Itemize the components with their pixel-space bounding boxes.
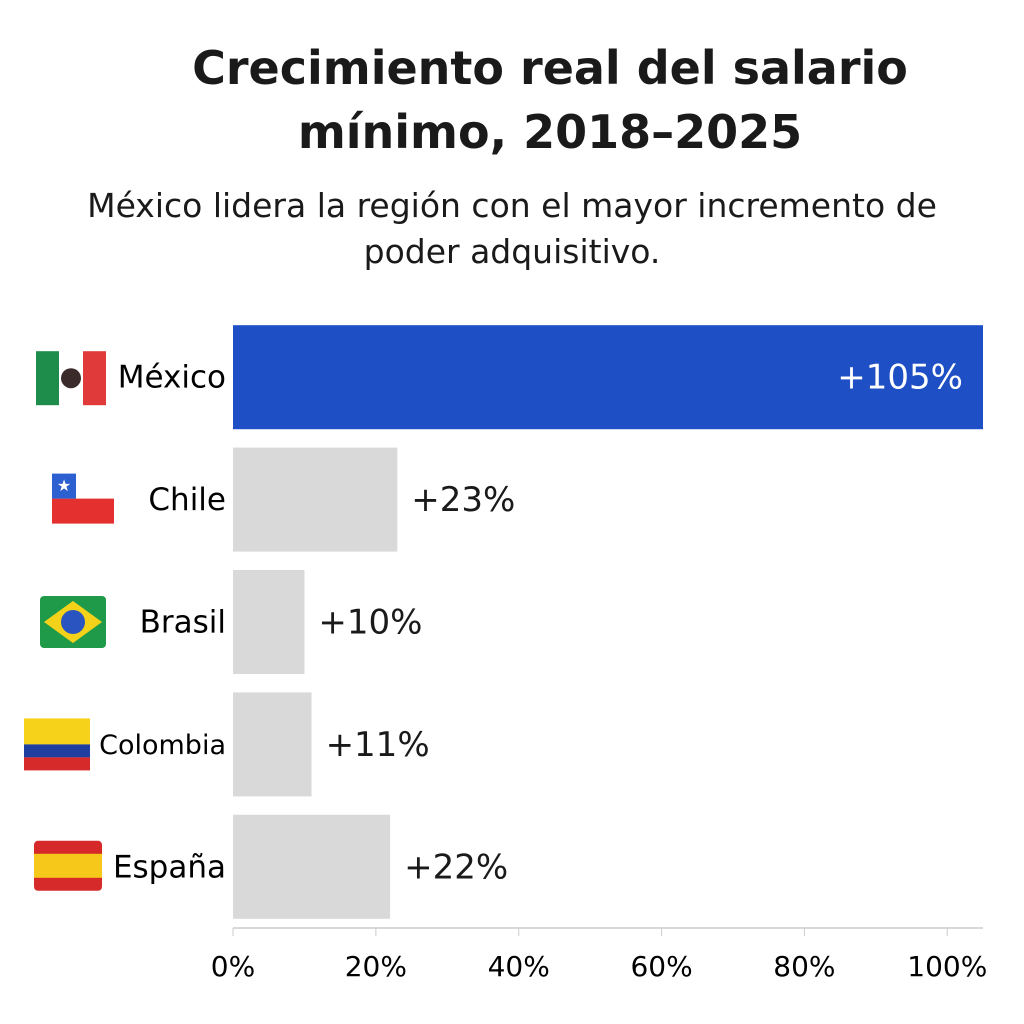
flag: ★ bbox=[52, 473, 114, 524]
flag-part bbox=[52, 498, 114, 524]
flag bbox=[40, 596, 106, 648]
chart-subtitle: México lidera la región con el mayor inc… bbox=[87, 186, 937, 271]
x-tick-label: 80% bbox=[773, 950, 835, 983]
y-tick-label: España bbox=[113, 849, 226, 885]
bar bbox=[233, 692, 312, 797]
chart-title: Crecimiento real del salario mínimo, 201… bbox=[192, 41, 908, 159]
value-label: +23% bbox=[411, 480, 515, 520]
x-tick-label: 100% bbox=[907, 950, 987, 983]
y-tick-label: Brasil bbox=[140, 605, 226, 641]
value-label: +22% bbox=[404, 847, 508, 887]
x-tick-label: 60% bbox=[630, 950, 692, 983]
x-tick-label: 20% bbox=[345, 950, 407, 983]
bar bbox=[233, 814, 391, 919]
y-tick-label: Chile bbox=[148, 482, 226, 518]
bar bbox=[233, 447, 398, 552]
flag bbox=[36, 351, 106, 406]
value-label: +11% bbox=[326, 725, 430, 765]
flag-part bbox=[24, 757, 90, 771]
x-tick-label: 40% bbox=[488, 950, 550, 983]
flag-part bbox=[83, 351, 106, 406]
flag-part bbox=[52, 473, 76, 499]
x-tick-label: 0% bbox=[211, 950, 255, 983]
bar bbox=[233, 325, 983, 430]
value-label: +10% bbox=[318, 603, 422, 643]
flag-part bbox=[61, 368, 81, 389]
y-tick-label: México bbox=[118, 360, 226, 396]
flag bbox=[34, 840, 102, 891]
flag-part: ★ bbox=[57, 476, 71, 495]
bar bbox=[233, 569, 305, 675]
flag-part bbox=[36, 351, 59, 406]
value-label: +105% bbox=[837, 358, 963, 398]
flag bbox=[24, 718, 90, 771]
y-tick-label: Colombia bbox=[99, 730, 226, 761]
flag-part bbox=[24, 718, 90, 745]
flag-part bbox=[61, 610, 85, 634]
flag-part bbox=[34, 853, 102, 878]
flag-part bbox=[24, 744, 90, 758]
